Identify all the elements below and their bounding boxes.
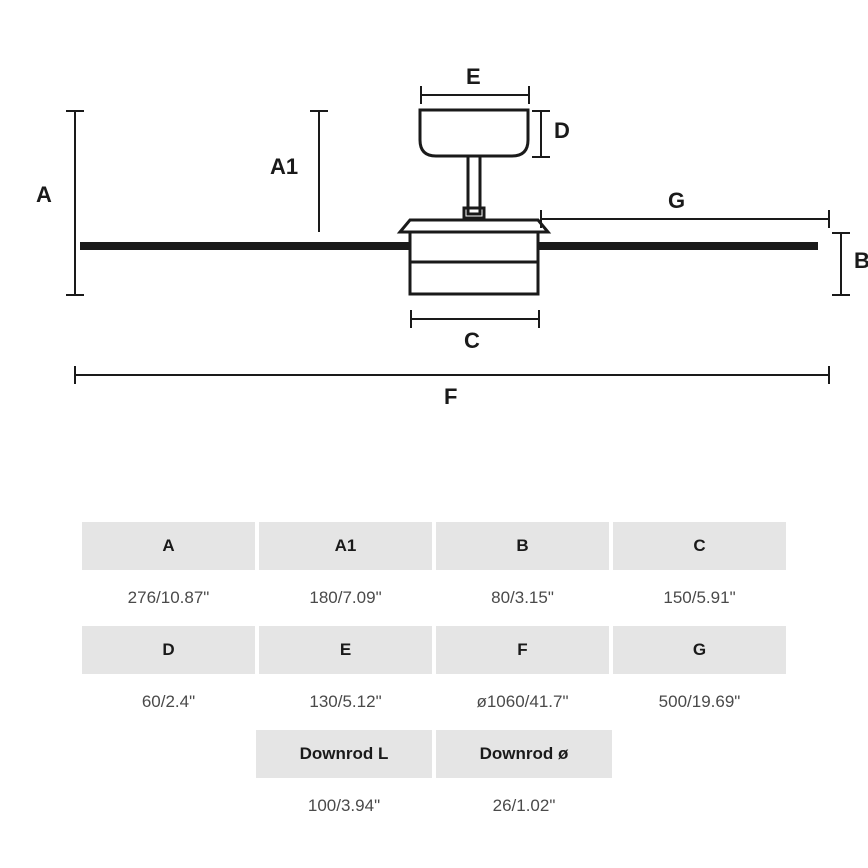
table-value: 500/19.69" <box>613 678 786 726</box>
dim-label-G: G <box>668 188 685 214</box>
table-value-row: 276/10.87" 180/7.09" 80/3.15" 150/5.91" <box>80 572 788 624</box>
table-value: 60/2.4" <box>82 678 255 726</box>
table-header: E <box>259 626 432 674</box>
table-header-row: D E F G <box>80 624 788 676</box>
dim-label-A1: A1 <box>270 154 298 180</box>
table-value-row: 60/2.4" 130/5.12" ø1060/41.7" 500/19.69" <box>80 676 788 728</box>
dim-label-D: D <box>554 118 570 144</box>
dim-label-B: B <box>854 248 868 274</box>
table-header-row: A A1 B C <box>80 520 788 572</box>
table-header: F <box>436 626 609 674</box>
table-header-row: Downrod L Downrod ø <box>80 728 788 780</box>
fan-svg <box>50 80 818 420</box>
table-header: B <box>436 522 609 570</box>
table-value: 80/3.15" <box>436 574 609 622</box>
table-header: Downrod L <box>256 730 432 778</box>
dim-label-F: F <box>444 384 457 410</box>
table-header: A1 <box>259 522 432 570</box>
dim-label-A: A <box>36 182 52 208</box>
table-value: 100/3.94" <box>256 782 432 830</box>
table-header: A <box>82 522 255 570</box>
table-header: D <box>82 626 255 674</box>
table-value: 276/10.87" <box>82 574 255 622</box>
table-value: 26/1.02" <box>436 782 612 830</box>
table-value: 150/5.91" <box>613 574 786 622</box>
table-value: ø1060/41.7" <box>436 678 609 726</box>
dim-label-E: E <box>466 64 481 90</box>
dimensions-table: A A1 B C 276/10.87" 180/7.09" 80/3.15" 1… <box>80 520 788 832</box>
table-value-row: 100/3.94" 26/1.02" <box>80 780 788 832</box>
table-value: 180/7.09" <box>259 574 432 622</box>
dimension-diagram: A A1 B C D E F G <box>50 80 818 420</box>
table-value: 130/5.12" <box>259 678 432 726</box>
dim-label-C: C <box>464 328 480 354</box>
table-header: C <box>613 522 786 570</box>
table-header: Downrod ø <box>436 730 612 778</box>
table-header: G <box>613 626 786 674</box>
